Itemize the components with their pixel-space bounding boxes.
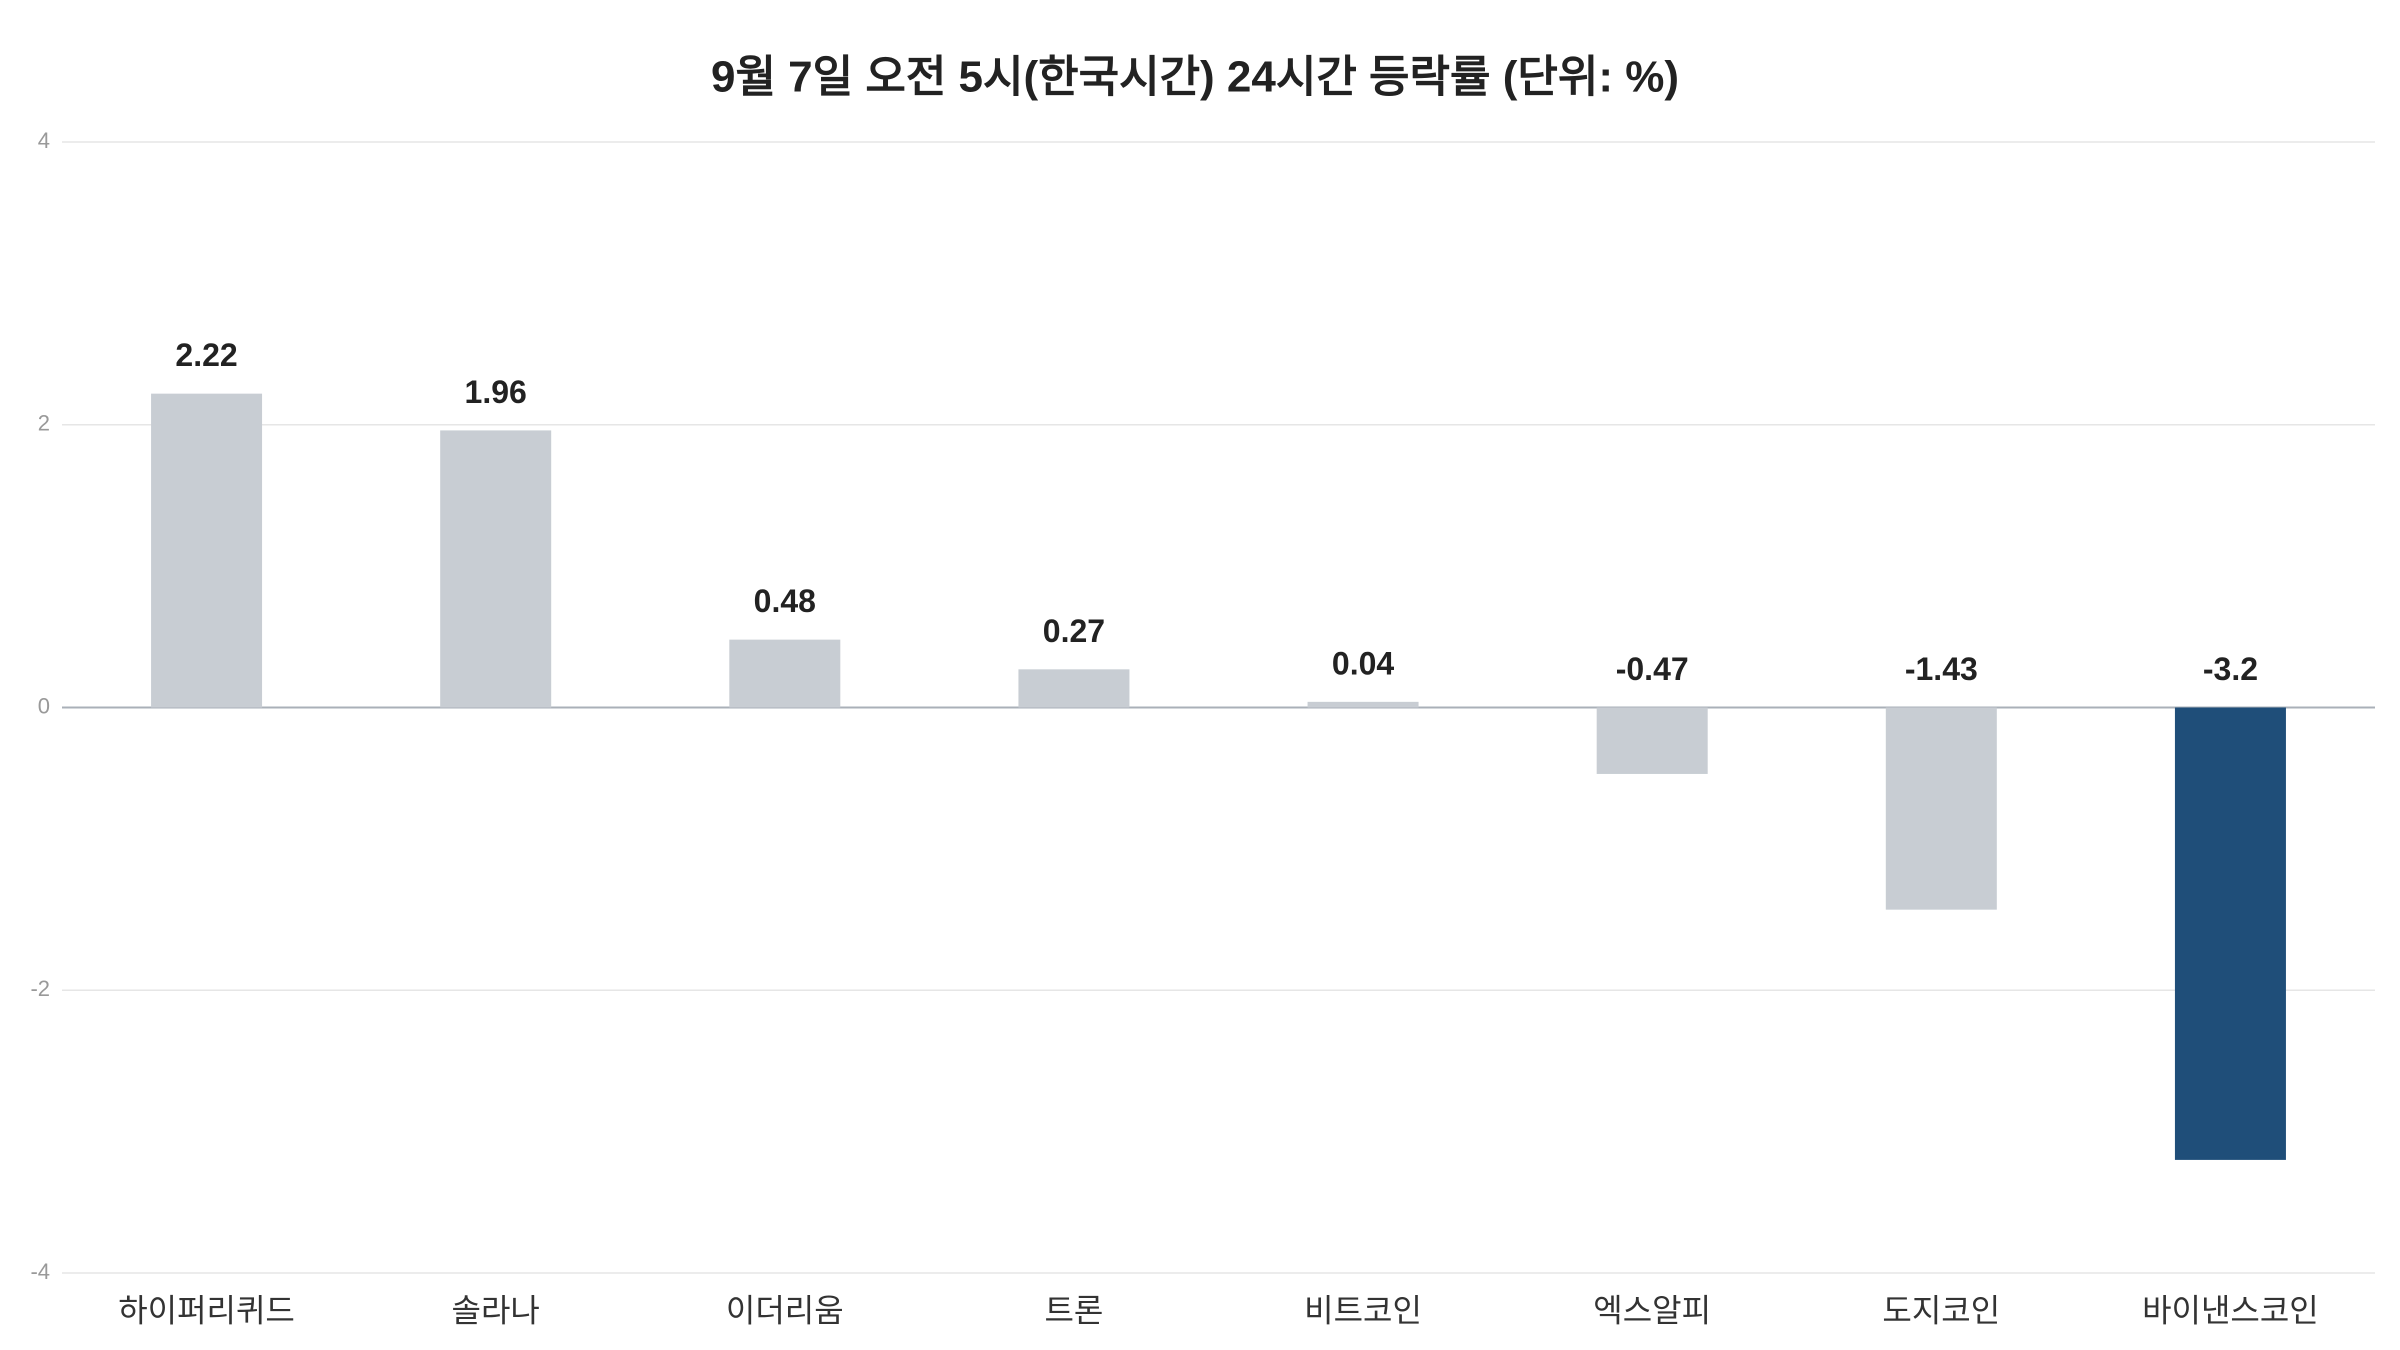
y-tick-label: 4 <box>38 128 50 153</box>
y-tick-label: 0 <box>38 693 50 718</box>
x-tick-label: 솔라나 <box>452 1292 540 1328</box>
data-label: 0.48 <box>754 583 816 619</box>
bar <box>1596 707 1708 774</box>
chart-title: 9월 7일 오전 5시(한국시간) 24시간 등락률 (단위: %) <box>711 53 1679 102</box>
y-tick-label: -2 <box>30 976 50 1001</box>
data-label: 2.22 <box>175 337 237 373</box>
data-label: -3.2 <box>2203 651 2258 687</box>
x-tick-label: 도지코인 <box>1882 1292 2000 1328</box>
x-tick-label: 이더리움 <box>726 1292 844 1328</box>
data-label: 0.27 <box>1043 613 1105 649</box>
data-label: 0.04 <box>1332 645 1394 681</box>
data-label: 1.96 <box>465 374 527 410</box>
x-tick-label: 엑스알피 <box>1593 1292 1711 1328</box>
data-label: -0.47 <box>1616 651 1689 687</box>
bar <box>1885 707 1997 910</box>
x-tick-label: 비트코인 <box>1304 1292 1422 1328</box>
bar <box>2174 707 2286 1160</box>
bar <box>1307 701 1419 708</box>
bar <box>729 639 841 708</box>
x-tick-label: 바이낸스코인 <box>2142 1292 2319 1328</box>
bar <box>440 430 552 708</box>
data-label: -1.43 <box>1905 651 1978 687</box>
bar <box>1018 669 1130 708</box>
x-tick-label: 트론 <box>1044 1292 1103 1328</box>
y-tick-label: -4 <box>30 1259 50 1284</box>
bar <box>151 393 263 708</box>
y-tick-label: 2 <box>38 411 50 436</box>
x-tick-label: 하이퍼리퀴드 <box>118 1292 295 1328</box>
